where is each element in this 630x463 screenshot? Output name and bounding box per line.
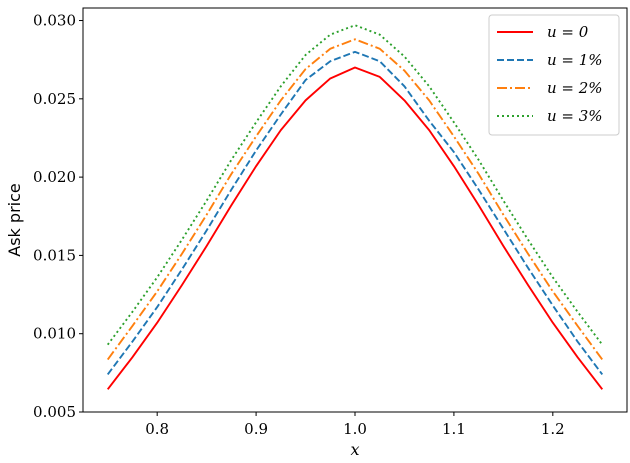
x-tick-label: 0.8 [145, 420, 169, 438]
y-tick-label: 0.005 [33, 403, 76, 421]
y-axis-label: Ask price [5, 183, 24, 256]
x-tick-label: 1.0 [343, 420, 367, 438]
y-tick-label: 0.010 [33, 325, 76, 343]
y-tick-label: 0.015 [33, 246, 76, 264]
legend-label-0: u = 0 [547, 23, 589, 41]
y-tick-label: 0.030 [33, 12, 76, 30]
series-line-2 [106, 38, 604, 361]
legend-label-2: u = 2% [547, 79, 603, 97]
x-tick-label: 0.9 [244, 420, 268, 438]
y-axis-ticks: 0.005 0.010 0.015 0.020 0.025 0.030 [33, 12, 83, 421]
series-line-1 [106, 50, 604, 375]
x-tick-label: 1.1 [442, 420, 466, 438]
y-tick-label: 0.025 [33, 90, 76, 108]
series-layer [106, 24, 604, 390]
y-tick-label: 0.020 [33, 168, 76, 186]
legend-label-1: u = 1% [547, 51, 603, 69]
series-line-0 [106, 66, 604, 390]
x-tick-label: 1.2 [541, 420, 565, 438]
x-axis-ticks: 0.8 0.9 1.0 1.1 1.2 [145, 412, 565, 438]
legend: u = 0 u = 1% u = 2% u = 3% [488, 14, 620, 136]
x-axis-label: x [350, 440, 359, 459]
legend-box [488, 14, 620, 136]
legend-label-3: u = 3% [547, 107, 603, 125]
